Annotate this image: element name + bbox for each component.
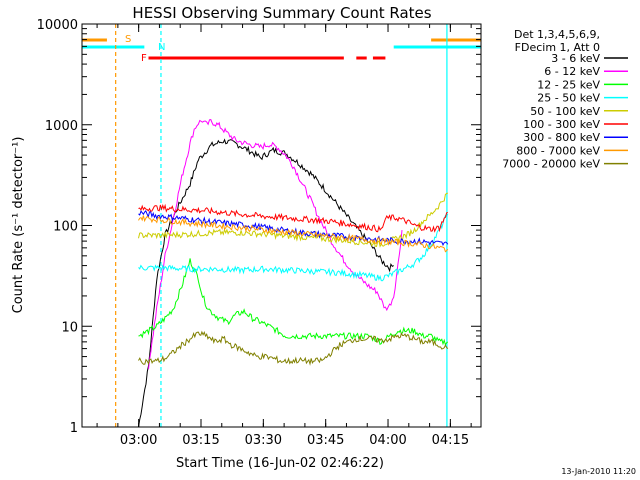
state-bar-N-1 bbox=[393, 45, 481, 49]
x-tick-label-2: 03:30 bbox=[245, 433, 282, 448]
series-line-4 bbox=[138, 192, 449, 248]
x-tick-label-1: 03:15 bbox=[182, 433, 219, 448]
y-axis: 1 10 100 1000 10000 bbox=[37, 18, 481, 436]
x-axis-label: Start Time (16-Jun-02 02:46:22) bbox=[176, 456, 384, 471]
state-bar-S-0 bbox=[82, 38, 107, 42]
legend-header-0: Det 1,3,4,5,6,9, bbox=[514, 28, 600, 41]
legend-entry-1: 6 - 12 keV bbox=[544, 65, 600, 78]
legend-entry-5: 100 - 300 keV bbox=[523, 118, 600, 131]
x-tick-label-4: 04:00 bbox=[369, 433, 406, 448]
legend-entry-0: 3 - 6 keV bbox=[551, 52, 600, 65]
legend-entry-2: 12 - 25 keV bbox=[537, 78, 600, 91]
state-bar-label-S: S bbox=[125, 34, 131, 45]
series-line-6 bbox=[138, 210, 449, 247]
state-bar-label-N: N bbox=[158, 42, 165, 53]
legend-entry-7: 800 - 7000 keV bbox=[516, 144, 600, 157]
plot-area: S NF bbox=[82, 24, 481, 427]
legend: Det 1,3,4,5,6,9,FDecim 1, Att 03 - 6 keV… bbox=[502, 28, 628, 171]
series-line-5 bbox=[138, 203, 448, 233]
y-tick-label-0: 1 bbox=[70, 421, 78, 436]
state-bar-label-F: F bbox=[141, 53, 147, 64]
y-tick-label-4: 10000 bbox=[37, 18, 78, 33]
x-tick-label-5: 04:15 bbox=[432, 433, 469, 448]
series-line-7 bbox=[138, 215, 449, 253]
x-tick-label-3: 03:45 bbox=[307, 433, 344, 448]
legend-entry-3: 25 - 50 keV bbox=[537, 92, 600, 105]
state-bar-F-2 bbox=[372, 56, 386, 60]
series-line-8 bbox=[138, 330, 449, 366]
state-bar-F-1 bbox=[356, 56, 367, 60]
series-line-3 bbox=[138, 213, 449, 282]
y-tick-label-1: 10 bbox=[61, 320, 78, 335]
state-bar-S-1 bbox=[431, 38, 481, 42]
state-bar-N-0 bbox=[82, 45, 145, 49]
series-line-2 bbox=[138, 258, 449, 346]
legend-header-1: FDecim 1, Att 0 bbox=[515, 41, 600, 54]
legend-entry-6: 300 - 800 keV bbox=[523, 131, 600, 144]
y-tick-label-2: 100 bbox=[53, 220, 78, 235]
x-axis: 03:00 03:15 03:30 03:45 04:00 04:15 bbox=[96, 24, 472, 448]
y-axis-label: Count Rate (s⁻¹ detector⁻¹) bbox=[11, 137, 26, 314]
legend-entry-4: 50 - 100 keV bbox=[530, 105, 600, 118]
series-line-0 bbox=[138, 138, 394, 427]
y-tick-label-3: 1000 bbox=[45, 119, 78, 134]
state-bar-F-0 bbox=[148, 56, 344, 60]
x-tick-label-0: 03:00 bbox=[120, 433, 157, 448]
legend-entry-8: 7000 - 20000 keV bbox=[502, 158, 600, 171]
chart-title: HESSI Observing Summary Count Rates bbox=[132, 4, 431, 22]
footer-date: 13-Jan-2010 11:20 bbox=[561, 467, 636, 476]
